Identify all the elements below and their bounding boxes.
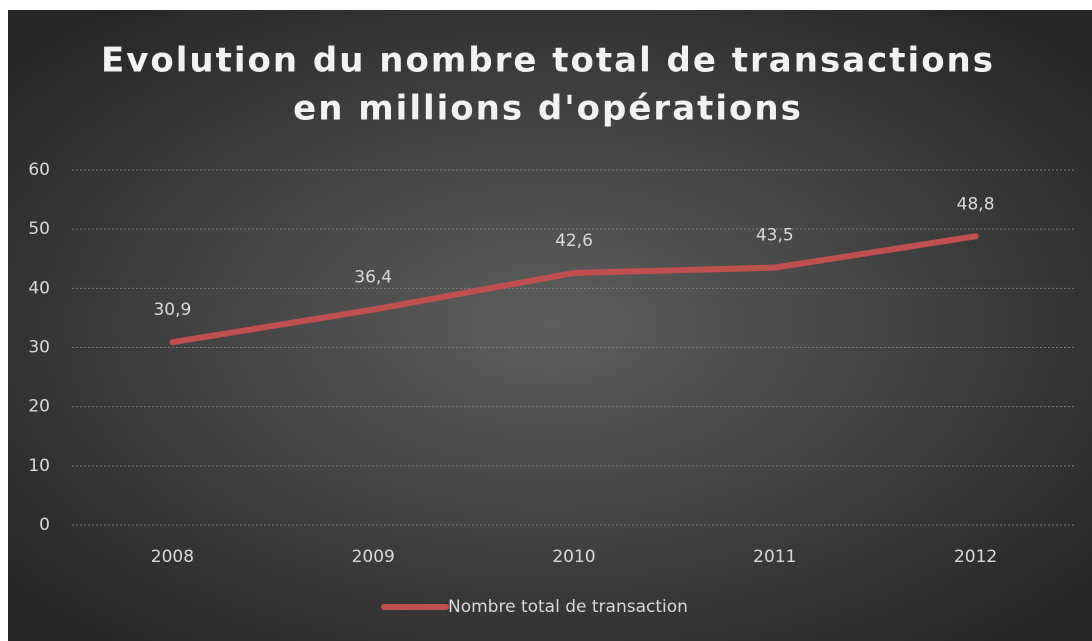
data-label: 30,9 (153, 300, 191, 320)
y-tick-label: 10 (28, 456, 50, 476)
data-label: 42,6 (555, 231, 593, 251)
chart-title: Evolution du nombre total de transaction… (101, 41, 995, 81)
data-line (169, 233, 979, 346)
x-tick-label: 2009 (352, 547, 395, 567)
chart-background (8, 10, 1092, 641)
x-tick-label: 2010 (552, 547, 595, 567)
y-tick-label: 30 (28, 338, 50, 358)
data-label: 48,8 (957, 194, 995, 214)
x-tick-label: 2008 (151, 547, 194, 567)
y-tick-label: 0 (39, 515, 50, 535)
chart-title: en millions d'opérations (293, 89, 803, 129)
data-label: 43,5 (756, 226, 794, 246)
y-tick-label: 40 (28, 278, 50, 298)
y-tick-label: 50 (28, 219, 50, 239)
y-tick-label: 60 (28, 160, 50, 180)
data-label: 36,4 (354, 268, 392, 288)
x-tick-label: 2011 (753, 547, 796, 567)
legend-label: Nombre total de transaction (448, 597, 688, 617)
y-tick-label: 20 (28, 397, 50, 417)
x-tick-label: 2012 (954, 547, 997, 567)
